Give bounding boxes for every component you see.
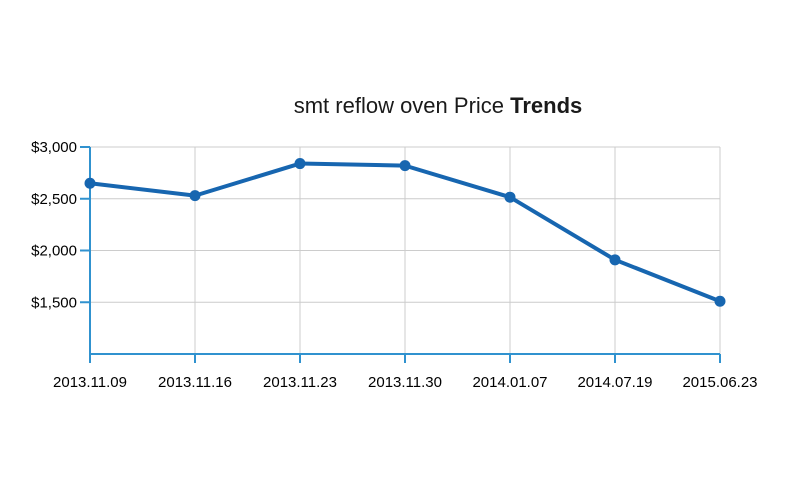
data-point-marker xyxy=(504,191,516,203)
data-point-marker xyxy=(189,190,201,202)
x-axis-label: 2015.06.23 xyxy=(682,374,757,391)
chart-title: smt reflow oven Price Trends xyxy=(294,93,583,119)
y-axis-label: $1,500 xyxy=(31,294,77,311)
y-axis-label: $2,000 xyxy=(31,243,77,260)
x-axis-label: 2014.01.07 xyxy=(472,374,547,391)
data-point-marker xyxy=(294,158,306,170)
y-axis-label: $2,500 xyxy=(31,191,77,208)
x-axis-label: 2013.11.09 xyxy=(53,374,127,391)
y-axis-label: $3,000 xyxy=(31,139,77,156)
data-point-marker xyxy=(399,160,411,172)
chart-title-text: smt reflow oven Price xyxy=(293,93,511,118)
data-point-marker xyxy=(84,177,96,189)
x-axis-label: 2014.07.19 xyxy=(577,374,652,391)
data-point-marker xyxy=(714,295,726,307)
x-axis-label: 2013.11.30 xyxy=(368,374,442,391)
data-point-marker xyxy=(609,254,621,266)
chart-title-bold-word: Trends xyxy=(510,93,583,118)
x-axis-label: 2013.11.16 xyxy=(158,374,232,391)
x-axis-label: 2013.11.23 xyxy=(263,374,337,391)
